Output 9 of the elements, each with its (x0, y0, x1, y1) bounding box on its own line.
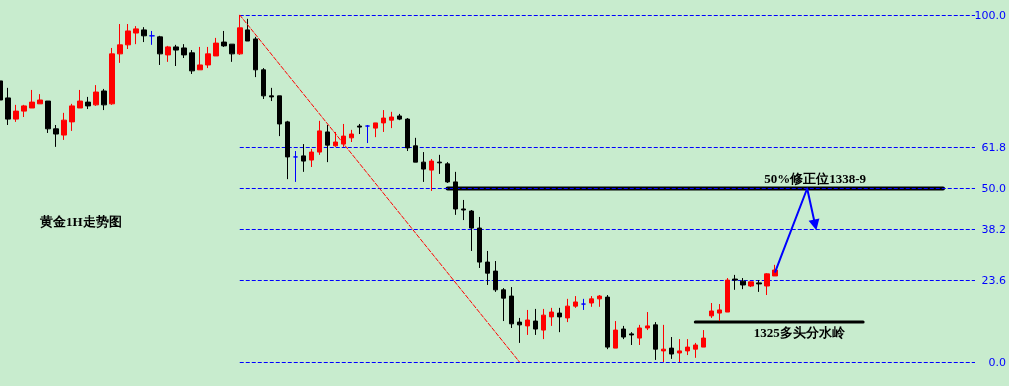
y-tick-label: 38.2 (981, 222, 1006, 236)
series-label: 1325多头分水岭 (753, 325, 846, 341)
y-tick-label: 100.0 (974, 8, 1006, 22)
text: 黄金1H走势图 (39, 214, 122, 229)
series-label: 50%修正位1338-9 (764, 170, 867, 186)
y-tick-label: 0.0 (988, 355, 1006, 369)
y-tick-label: 61.8 (981, 141, 1006, 155)
y-tick-label: 50.0 (981, 182, 1006, 195)
y-tick-label: 23.6 (981, 273, 1006, 287)
